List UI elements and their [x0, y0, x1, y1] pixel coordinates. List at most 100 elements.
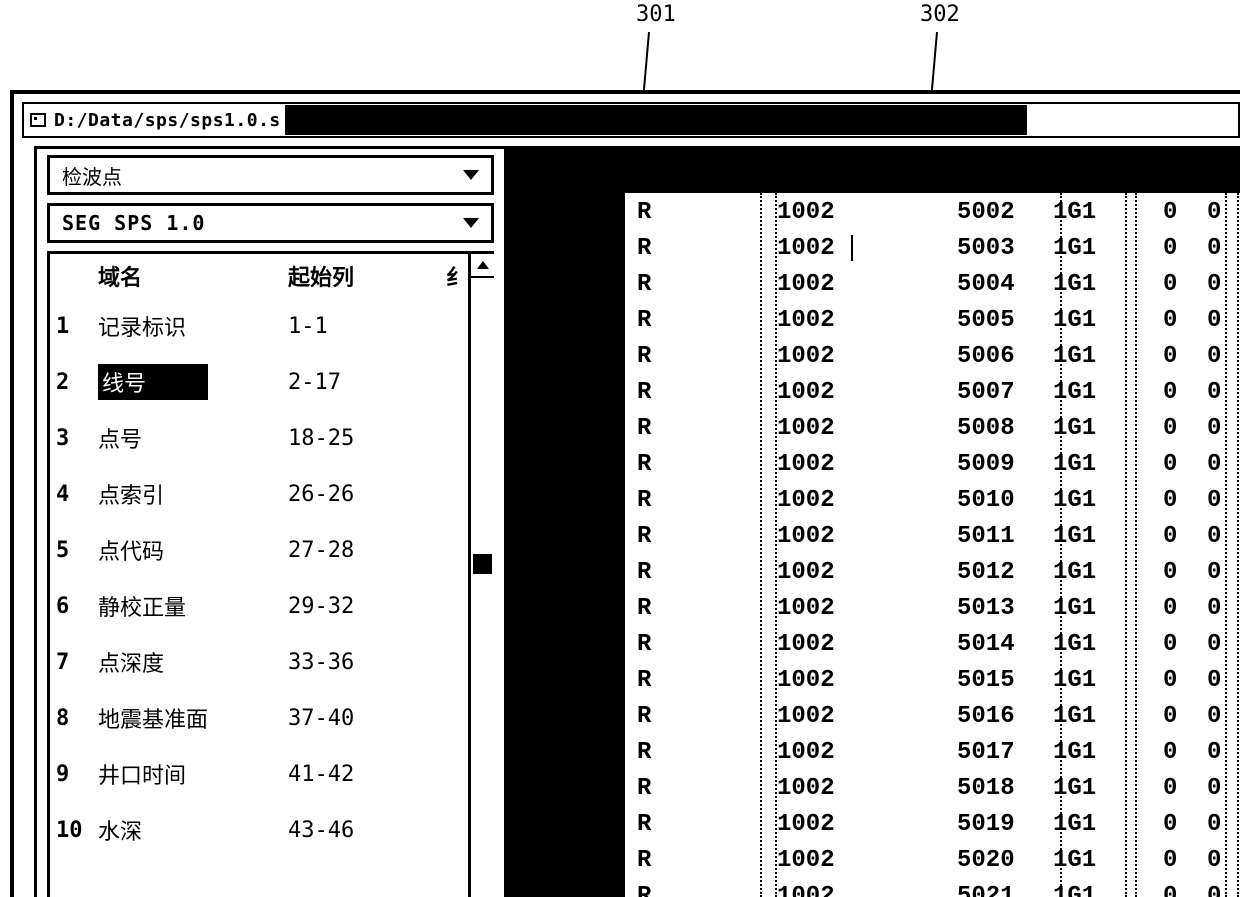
line-number: 1002 — [777, 843, 835, 879]
field-row[interactable]: 8地震基准面37-40 — [56, 690, 468, 746]
data-row: R100250061G100 — [637, 339, 1240, 375]
line-number: 1002 — [777, 375, 835, 411]
record-identifier: R — [637, 519, 651, 555]
data-row: R100250091G100 — [637, 447, 1240, 483]
point-number: 5016 — [957, 699, 1015, 735]
field-row[interactable]: 5点代码27-28 — [56, 522, 468, 578]
field-index: 10 — [56, 818, 98, 843]
field-row[interactable]: 10水深43-46 — [56, 802, 468, 858]
field-name: 水深 — [98, 814, 288, 846]
value-a: 0 — [1163, 483, 1177, 519]
data-view-header-black — [507, 149, 1240, 193]
data-row: R100250021G100 — [637, 195, 1240, 231]
field-row[interactable]: 1记录标识1-1 — [56, 298, 468, 354]
value-b: 0 — [1207, 771, 1221, 807]
line-number: 1002 — [777, 483, 835, 519]
field-name: 记录标识 — [98, 310, 288, 342]
text-cursor — [851, 235, 853, 261]
scroll-up-button[interactable] — [471, 254, 494, 278]
record-identifier: R — [637, 663, 651, 699]
record-identifier: R — [637, 231, 651, 267]
value-b: 0 — [1207, 483, 1221, 519]
field-range: 41-42 — [288, 762, 468, 787]
value-a: 0 — [1163, 195, 1177, 231]
value-b: 0 — [1207, 843, 1221, 879]
value-a: 0 — [1163, 735, 1177, 771]
data-row: R100250161G100 — [637, 699, 1240, 735]
value-a: 0 — [1163, 411, 1177, 447]
value-b: 0 — [1207, 519, 1221, 555]
record-identifier: R — [637, 411, 651, 447]
field-range: 29-32 — [288, 594, 468, 619]
value-a: 0 — [1163, 807, 1177, 843]
column-divider — [775, 193, 777, 897]
data-row: R100250211G100 — [637, 879, 1240, 897]
column-divider — [1060, 193, 1062, 897]
column-divider — [1125, 193, 1127, 897]
field-row[interactable]: 2线号2-17 — [56, 354, 468, 410]
line-number: 1002 — [777, 771, 835, 807]
record-identifier: R — [637, 843, 651, 879]
header-extra: 纟 — [446, 260, 468, 292]
field-row[interactable]: 3点号18-25 — [56, 410, 468, 466]
record-identifier: R — [637, 699, 651, 735]
vertical-scrollbar[interactable] — [468, 254, 494, 897]
value-b: 0 — [1207, 375, 1221, 411]
combo-point-type[interactable]: 检波点 — [47, 155, 494, 195]
field-range: 33-36 — [288, 650, 468, 675]
field-range: 27-28 — [288, 538, 468, 563]
field-row[interactable]: 7点深度33-36 — [56, 634, 468, 690]
scrollbar-thumb[interactable] — [473, 554, 492, 574]
combo-format[interactable]: SEG SPS 1.0 — [47, 203, 494, 243]
record-identifier: R — [637, 483, 651, 519]
window-icon — [30, 113, 46, 127]
data-row: R100250081G100 — [637, 411, 1240, 447]
field-name: 线号 — [98, 364, 288, 400]
value-b: 0 — [1207, 411, 1221, 447]
line-number: 1002 — [777, 303, 835, 339]
data-row: R100250031G100 — [637, 231, 1240, 267]
field-name: 静校正量 — [98, 590, 288, 622]
field-row[interactable]: 4点索引26-26 — [56, 466, 468, 522]
field-row[interactable]: 9井口时间41-42 — [56, 746, 468, 802]
field-list[interactable]: 域名 起始列 纟 1记录标识1-12线号2-173点号18-254点索引26-2… — [50, 254, 468, 897]
column-divider — [1225, 193, 1227, 897]
record-identifier: R — [637, 879, 651, 897]
data-row: R100250051G100 — [637, 303, 1240, 339]
data-view-panel: R100250021G100R100250031G100R100250041G1… — [507, 149, 1240, 897]
field-range: 18-25 — [288, 426, 468, 451]
record-identifier: R — [637, 591, 651, 627]
raw-text-area[interactable]: R100250021G100R100250031G100R100250041G1… — [625, 193, 1240, 897]
titlebar[interactable]: D:/Data/sps/sps1.0.s — [22, 102, 1240, 138]
field-range: 1-1 — [288, 314, 468, 339]
field-index: 5 — [56, 538, 98, 563]
field-range: 37-40 — [288, 706, 468, 731]
point-number: 5005 — [957, 303, 1015, 339]
point-number: 5021 — [957, 879, 1015, 897]
line-number: 1002 — [777, 555, 835, 591]
value-b: 0 — [1207, 555, 1221, 591]
value-a: 0 — [1163, 627, 1177, 663]
combo-point-type-label: 检波点 — [62, 161, 122, 190]
value-b: 0 — [1207, 447, 1221, 483]
record-identifier: R — [637, 195, 651, 231]
line-number: 1002 — [777, 339, 835, 375]
line-number: 1002 — [777, 879, 835, 897]
record-identifier: R — [637, 771, 651, 807]
field-row[interactable]: 6静校正量29-32 — [56, 578, 468, 634]
field-name: 点号 — [98, 422, 288, 454]
value-a: 0 — [1163, 555, 1177, 591]
data-row: R100250101G100 — [637, 483, 1240, 519]
point-number: 5006 — [957, 339, 1015, 375]
line-number: 1002 — [777, 519, 835, 555]
value-b: 0 — [1207, 195, 1221, 231]
field-index: 2 — [56, 370, 98, 395]
field-range: 43-46 — [288, 818, 468, 843]
value-b: 0 — [1207, 267, 1221, 303]
value-a: 0 — [1163, 231, 1177, 267]
data-row: R100250171G100 — [637, 735, 1240, 771]
left-panel: 检波点 SEG SPS 1.0 域名 起始列 纟 1 — [37, 149, 507, 897]
app-window: D:/Data/sps/sps1.0.s 检波点 SEG SPS 1.0 — [10, 90, 1240, 897]
field-range: 26-26 — [288, 482, 468, 507]
value-b: 0 — [1207, 807, 1221, 843]
